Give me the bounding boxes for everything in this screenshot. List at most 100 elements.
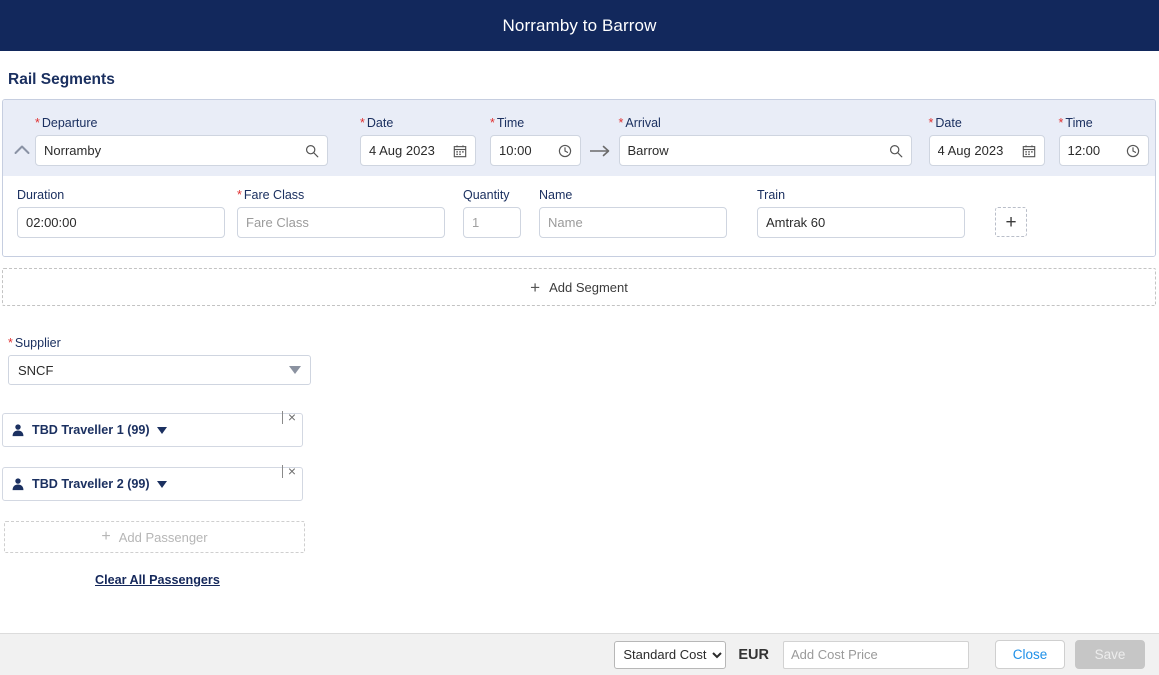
- arrival-time-input-wrapper[interactable]: [1058, 135, 1149, 166]
- name-input[interactable]: [548, 215, 718, 230]
- supplier-section: * Supplier SNCF: [0, 306, 311, 385]
- supplier-selected-value: SNCF: [18, 362, 54, 378]
- departure-date-input-wrapper[interactable]: [360, 135, 477, 166]
- search-icon[interactable]: [889, 144, 903, 158]
- list-item[interactable]: TBD Traveller 2 (99) ×: [2, 463, 303, 501]
- arrival-label: * Arrival: [618, 116, 661, 130]
- calendar-icon[interactable]: [1022, 144, 1036, 158]
- currency-label: EUR: [738, 646, 769, 663]
- fare-class-input-wrapper[interactable]: [237, 207, 445, 238]
- quantity-input-wrapper[interactable]: [463, 207, 521, 238]
- save-button-label: Save: [1094, 647, 1126, 662]
- departure-input-wrapper[interactable]: [35, 135, 329, 166]
- passenger-tools: ×: [281, 463, 296, 479]
- divider: [281, 410, 283, 424]
- plus-icon: +: [530, 277, 541, 297]
- departure-field: * Departure: [35, 116, 329, 166]
- arrival-date-label: * Date: [928, 116, 962, 130]
- arrival-time-label: * Time: [1058, 116, 1093, 130]
- add-detail-label: +: [1005, 211, 1017, 233]
- name-field: Name: [539, 188, 727, 238]
- window-titlebar: Norramby to Barrow: [0, 0, 1159, 51]
- required-marker: *: [8, 336, 13, 350]
- required-marker: *: [35, 116, 40, 130]
- clear-all-passengers-link[interactable]: Clear All Passengers: [95, 573, 220, 587]
- arrival-input[interactable]: [627, 143, 885, 158]
- train-input-wrapper[interactable]: [757, 207, 965, 238]
- arrival-time-input[interactable]: [1067, 143, 1122, 158]
- arrival-date-input-wrapper[interactable]: [928, 135, 1045, 166]
- person-icon: [11, 423, 25, 437]
- departure-time-field: * Time: [490, 116, 581, 166]
- departure-input[interactable]: [44, 143, 302, 158]
- person-icon: [11, 477, 25, 491]
- dialog-footer: Standard Cost EUR Close Save: [0, 633, 1159, 675]
- add-segment-label: Add Segment: [549, 279, 628, 295]
- close-button-label: Close: [1012, 647, 1048, 662]
- arrival-input-wrapper[interactable]: [618, 135, 912, 166]
- clock-icon[interactable]: [558, 144, 572, 158]
- add-passenger-button[interactable]: + Add Passenger: [4, 521, 305, 553]
- duration-field: Duration: [17, 188, 225, 238]
- required-marker: *: [490, 116, 495, 130]
- arrival-field: * Arrival: [618, 116, 912, 166]
- required-marker: *: [618, 116, 624, 130]
- rail-segment-panel: *Departure *Date: [2, 99, 1156, 257]
- add-segment-button[interactable]: + Add Segment: [2, 268, 1156, 306]
- clock-icon[interactable]: [1126, 144, 1140, 158]
- caret-down-icon[interactable]: [156, 426, 167, 434]
- required-marker: *: [360, 116, 365, 130]
- supplier-label: * Supplier: [8, 336, 61, 350]
- departure-date-label: * Date: [360, 116, 394, 130]
- departure-time-input[interactable]: [499, 143, 554, 158]
- departure-date-field: * Date: [360, 116, 477, 166]
- add-passenger-label: Add Passenger: [118, 529, 208, 545]
- page-title: Norramby to Barrow: [502, 15, 657, 35]
- chevron-up-icon[interactable]: [9, 134, 35, 164]
- required-marker: *: [237, 188, 242, 202]
- passenger-list: TBD Traveller 1 (99) × TBD Traveller 2 (…: [0, 385, 1159, 589]
- section-title-rail-segments: Rail Segments: [8, 71, 115, 88]
- name-input-wrapper[interactable]: [539, 207, 727, 238]
- cost-type-select[interactable]: Standard Cost: [614, 640, 727, 669]
- fare-class-input[interactable]: [246, 215, 436, 230]
- duration-input[interactable]: [26, 215, 216, 230]
- fare-class-label: * Fare Class: [237, 188, 305, 202]
- close-icon[interactable]: ×: [287, 463, 296, 479]
- close-button[interactable]: Close: [995, 640, 1065, 669]
- arrival-date-field: * Date: [928, 116, 1045, 166]
- segment-route-row: *Departure *Date: [3, 100, 1155, 176]
- required-marker: *: [1058, 116, 1064, 130]
- passenger-tools: ×: [281, 409, 296, 425]
- departure-label: * Departure: [35, 116, 98, 130]
- arrival-date-input[interactable]: [937, 143, 1018, 158]
- duration-input-wrapper[interactable]: [17, 207, 225, 238]
- page-content: Rail Segments * Departure: [0, 51, 1159, 633]
- quantity-field: Quantity: [463, 188, 521, 238]
- passenger-name: TBD Traveller 2 (99): [32, 477, 150, 491]
- save-button: Save: [1075, 640, 1145, 669]
- segment-detail-row: Duration *Fare Class Quantity: [3, 176, 1155, 256]
- search-icon[interactable]: [305, 144, 319, 158]
- departure-time-label: * Time: [490, 116, 525, 130]
- caret-down-icon[interactable]: [156, 480, 167, 488]
- required-marker: *: [928, 116, 934, 130]
- close-icon[interactable]: ×: [287, 409, 296, 425]
- train-input[interactable]: [766, 215, 956, 230]
- duration-label: Duration: [17, 188, 65, 202]
- arrival-time-field: * Time: [1058, 116, 1149, 166]
- plus-icon[interactable]: +: [995, 207, 1027, 237]
- quantity-label: Quantity: [463, 188, 510, 202]
- plus-icon: +: [101, 528, 111, 545]
- passenger-name: TBD Traveller 1 (99): [32, 423, 150, 437]
- supplier-select[interactable]: SNCF: [8, 355, 311, 385]
- departure-date-input[interactable]: [369, 143, 450, 158]
- train-label: Train: [757, 188, 786, 202]
- departure-time-input-wrapper[interactable]: [490, 135, 581, 166]
- calendar-icon[interactable]: [453, 144, 467, 158]
- caret-down-icon[interactable]: [289, 366, 301, 374]
- arrow-right-icon: [581, 135, 619, 166]
- quantity-input[interactable]: [472, 215, 512, 230]
- list-item[interactable]: TBD Traveller 1 (99) ×: [2, 409, 303, 447]
- cost-price-input[interactable]: [783, 640, 969, 669]
